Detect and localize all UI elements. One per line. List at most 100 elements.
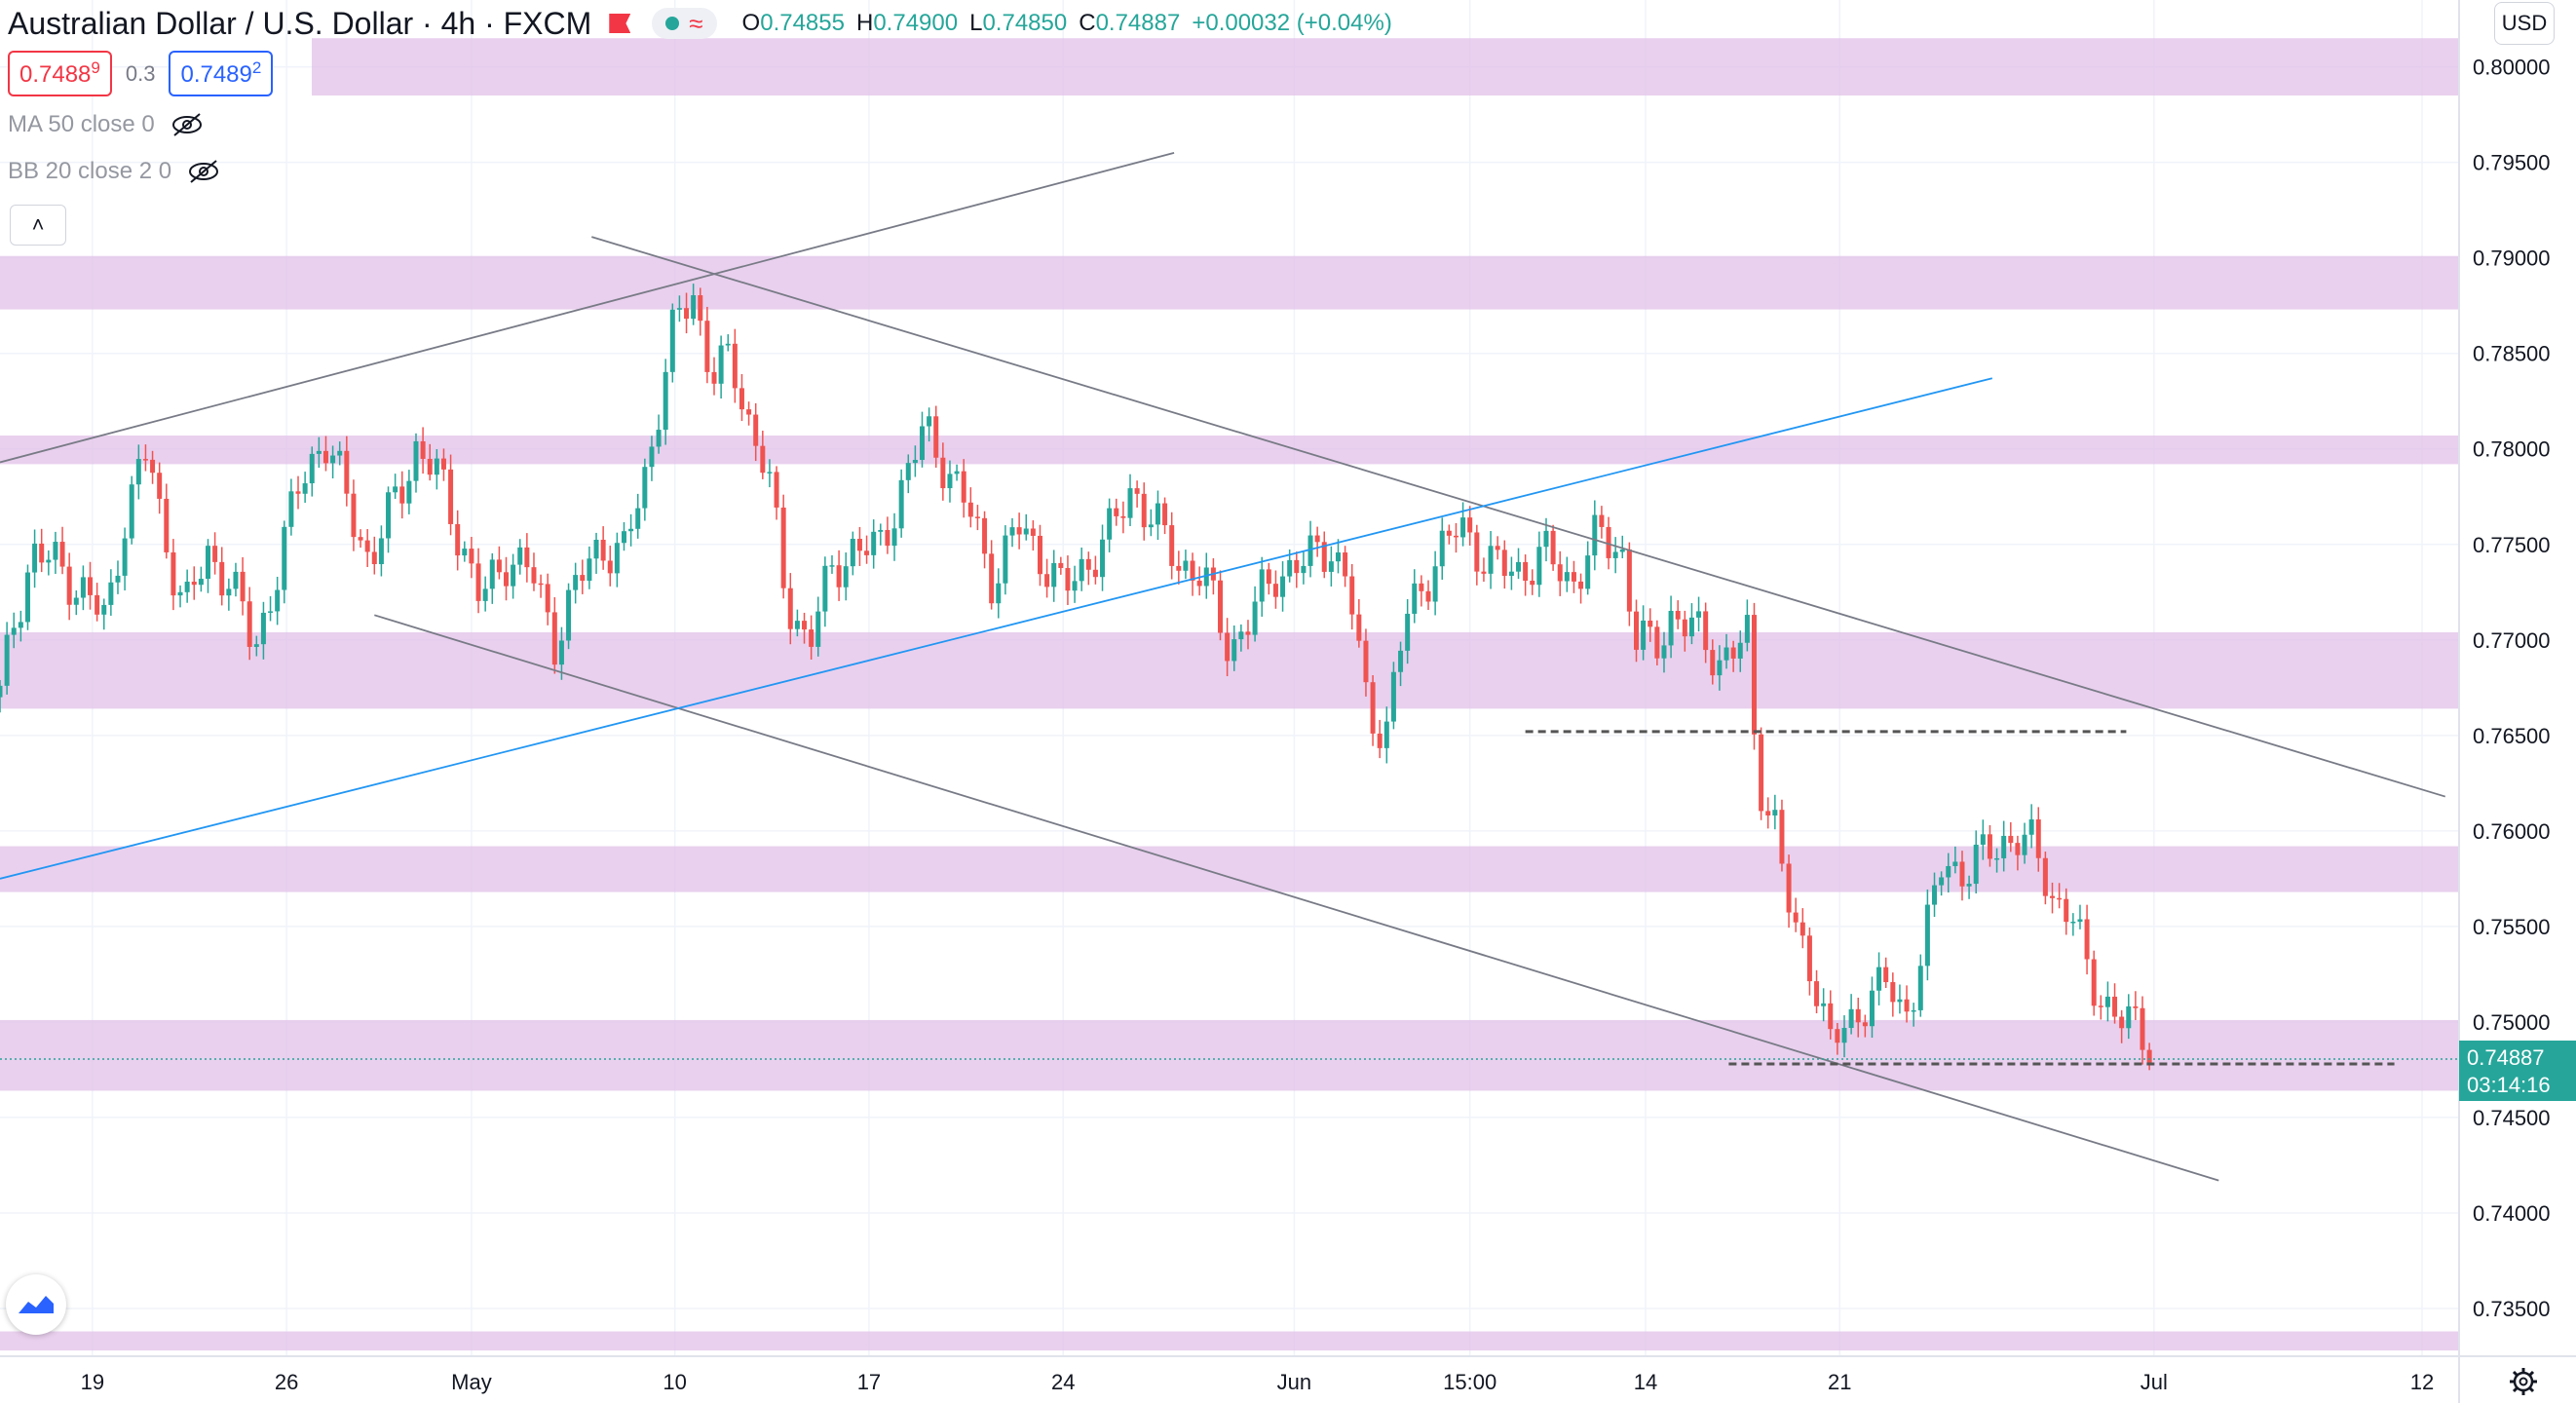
candle-body [1557, 564, 1563, 582]
candle-body [961, 471, 966, 503]
high-value: 0.74900 [873, 10, 959, 36]
candle-body [73, 597, 79, 605]
candle-body [1862, 1022, 1868, 1027]
candle-body [1619, 549, 1625, 552]
candle-body [2091, 959, 2097, 1006]
candle-body [1543, 530, 1549, 548]
candle-body [344, 450, 350, 494]
candle-body [1932, 885, 1938, 905]
sr-zone [0, 255, 2459, 310]
candle-body [2146, 1049, 2152, 1064]
candle-body [4, 634, 10, 686]
candle-body [170, 551, 176, 596]
candle-body [1425, 590, 1431, 602]
red-flag-icon[interactable] [609, 14, 631, 33]
candle-body [1946, 865, 1951, 878]
candle-body [1980, 834, 1986, 845]
candle-body [746, 409, 752, 415]
candle-body [829, 565, 835, 567]
candle-body [809, 629, 814, 647]
candle-body [1439, 530, 1445, 567]
buy-button[interactable]: 0.74892 [169, 51, 274, 96]
time-tick-label: 10 [663, 1370, 686, 1394]
sr-zone [0, 1019, 2459, 1091]
settings-gear-icon[interactable] [2504, 1362, 2543, 1401]
candle-body [974, 516, 980, 518]
open-value: 0.74855 [760, 10, 845, 36]
candle-body [996, 583, 1002, 604]
status-pill[interactable]: ≈ [652, 8, 717, 39]
candle-body [504, 572, 510, 587]
candle-body [927, 416, 932, 427]
candle-body [2057, 897, 2063, 900]
candle-body [2077, 919, 2083, 923]
candle-body [2098, 1005, 2103, 1007]
price-axis[interactable]: 0.80000 0.79500 0.79000 0.78500 0.78000 0.775… [2473, 56, 2551, 1321]
candle-body [496, 559, 502, 573]
candle-body [1335, 552, 1341, 562]
candle-body [1065, 567, 1071, 591]
candle-body [1183, 560, 1189, 571]
candles [0, 284, 2152, 1071]
candle-body [1994, 857, 2000, 860]
candle-body [406, 480, 412, 504]
tradingview-logo-icon[interactable] [6, 1274, 66, 1335]
candle-body [774, 472, 779, 508]
candle-body [135, 459, 141, 485]
candle-body [219, 561, 225, 596]
candle-body [1252, 601, 1258, 635]
candle-body [940, 457, 946, 489]
candle-body [621, 531, 626, 544]
candle-body [524, 547, 530, 568]
candle-body [24, 572, 30, 623]
gray-trendline [374, 614, 2219, 1182]
candle-body [1238, 631, 1244, 640]
candle-body [517, 547, 523, 565]
candle-body [864, 550, 870, 555]
candle-body [378, 538, 384, 564]
sell-button[interactable]: 0.74889 [8, 51, 112, 96]
candle-body [226, 588, 232, 596]
candle-body [1405, 613, 1411, 651]
time-tick-label: 17 [857, 1370, 881, 1394]
candle-body [802, 621, 808, 630]
candle-body [1939, 877, 1945, 886]
candle-body [59, 542, 65, 567]
indicator-bb-label: BB 20 close 2 0 [8, 158, 172, 184]
time-axis[interactable]: 19 26 May 10 17 24 Jun 15:00 14 21 Jul 12 [81, 1370, 2435, 1394]
eye-off-icon[interactable] [187, 158, 220, 185]
candle-body [268, 611, 274, 613]
candle-body [1398, 650, 1404, 672]
indicator-ma[interactable]: MA 50 close 0 [8, 111, 204, 138]
candle-body [18, 622, 23, 628]
candle-body [1772, 810, 1778, 815]
candle-body [275, 589, 281, 612]
symbol-title[interactable]: Australian Dollar / U.S. Dollar · 4h · F… [8, 5, 592, 41]
candle-body [2042, 857, 2048, 896]
candle-body [1599, 514, 1605, 527]
eye-off-icon[interactable] [170, 111, 204, 138]
currency-button[interactable]: USD [2494, 2, 2555, 45]
candle-body [787, 588, 793, 629]
bid-pip: 9 [91, 58, 100, 77]
collapse-legend-button[interactable]: ˄ [10, 205, 66, 246]
price-tick-label: 0.74000 [2473, 1201, 2551, 1226]
candle-body [753, 414, 759, 446]
candle-body [1904, 999, 1910, 1012]
candle-body [920, 426, 925, 461]
ask-price: 0.7489 [180, 61, 252, 88]
price-tick-label: 0.77000 [2473, 628, 2551, 653]
candle-body [954, 471, 960, 474]
candle-body [1641, 620, 1647, 650]
candle-body [531, 567, 537, 584]
indicator-bb[interactable]: BB 20 close 2 0 [8, 158, 220, 185]
candle-body [669, 309, 675, 372]
candle-body [933, 416, 939, 458]
candle-body [122, 538, 128, 576]
candle-body [351, 493, 357, 538]
candle-body [1911, 1009, 1916, 1012]
price-tick-label: 0.75500 [2473, 915, 2551, 939]
candle-body [600, 539, 606, 561]
quote-row: 0.74889 0.3 0.74892 [8, 51, 274, 96]
